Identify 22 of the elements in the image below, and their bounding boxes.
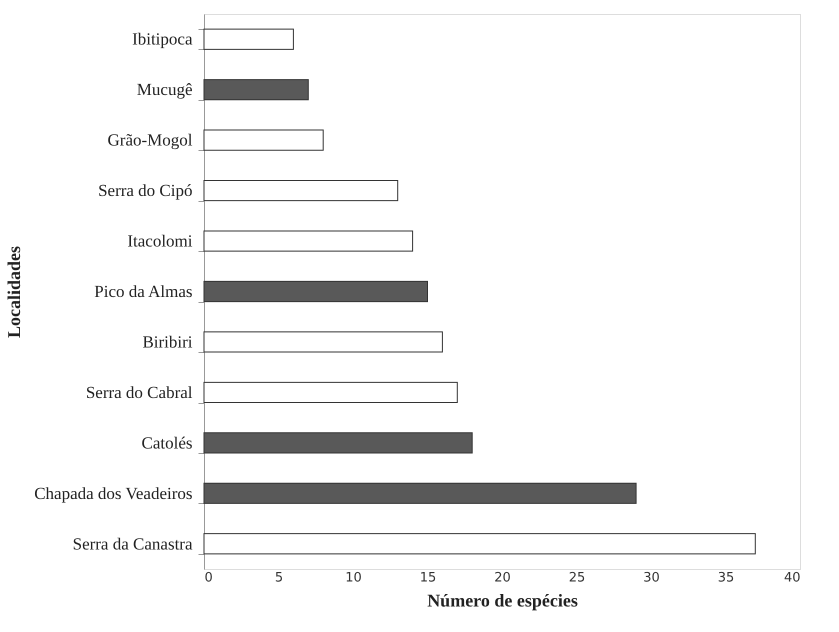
y-tick-label: Itacolomi: [127, 232, 193, 251]
y-tick-label: Biribiri: [142, 332, 193, 352]
x-tick-label: 25: [568, 570, 586, 586]
y-axis-title: Localidades: [4, 246, 24, 338]
y-tick-label: Pico da Almas: [94, 282, 192, 301]
y-tick-label: Catolés: [142, 433, 192, 452]
x-tick-label: 0: [204, 570, 213, 586]
y-tick-label: Serra do Cabral: [86, 382, 193, 402]
y-tick-label: Serra da Canastra: [72, 534, 193, 554]
x-axis-title: Número de espécies: [427, 590, 578, 610]
y-tick-label: Mucugê: [136, 80, 192, 100]
y-tick-label: Chapada dos Veadeiros: [34, 484, 192, 503]
x-tick-label: 40: [784, 570, 800, 586]
x-tick-label: 20: [494, 570, 511, 586]
y-tick-label: Serra do Cipó: [98, 181, 192, 200]
x-tick-label: 30: [643, 570, 660, 586]
x-tick-label: 15: [420, 570, 436, 586]
x-tick-label: 10: [345, 570, 362, 586]
y-tick-label: Grão-Mogol: [108, 130, 193, 150]
y-tick-label: Ibitipoca: [132, 30, 193, 49]
x-tick-label: 5: [274, 570, 284, 586]
x-tick-label: 35: [718, 570, 734, 586]
